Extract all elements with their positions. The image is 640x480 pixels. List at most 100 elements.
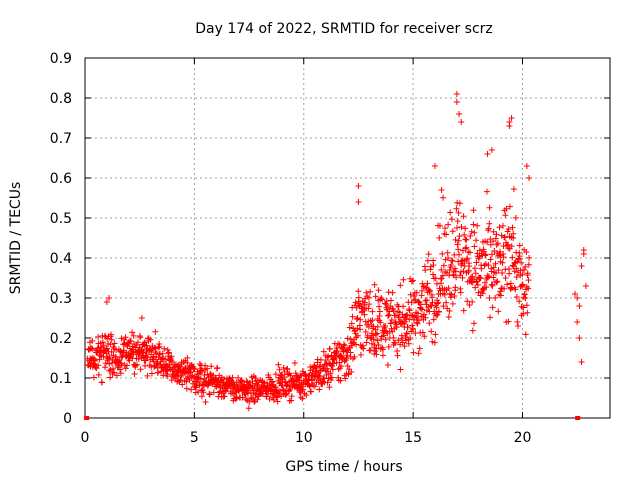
data-point: [347, 349, 354, 356]
data-point: [98, 379, 105, 386]
data-point: [433, 280, 440, 287]
data-point: [139, 353, 146, 360]
data-point: [370, 332, 377, 339]
data-point: [524, 270, 531, 277]
data-point: [143, 353, 150, 360]
data-point: [326, 384, 333, 391]
data-point: [520, 304, 527, 311]
data-point: [206, 391, 213, 398]
data-point: [390, 308, 397, 315]
data-point: [522, 331, 529, 338]
data-point: [385, 343, 392, 350]
data-point: [430, 316, 437, 323]
data-point: [505, 245, 512, 252]
data-point: [316, 363, 323, 370]
data-point: [265, 371, 272, 378]
data-point: [272, 384, 279, 391]
y-tick-label: 0.5: [50, 211, 72, 227]
data-point: [461, 231, 468, 238]
data-point: [433, 304, 440, 311]
data-point: [277, 379, 284, 386]
data-point: [440, 303, 447, 310]
data-point: [409, 322, 416, 329]
data-point: [509, 224, 516, 231]
data-point: [471, 229, 478, 236]
data-point: [341, 342, 348, 349]
data-point: [493, 279, 500, 286]
data-point: [282, 391, 289, 398]
data-point: [361, 311, 368, 318]
data-point: [90, 374, 97, 381]
data-point: [472, 270, 479, 277]
data-point: [355, 294, 362, 301]
data-point: [497, 288, 504, 295]
data-point: [354, 332, 361, 339]
data-point: [495, 308, 502, 315]
data-point: [376, 303, 383, 310]
y-tick-label: 0.7: [50, 131, 72, 147]
data-point: [457, 268, 464, 275]
data-point: [365, 294, 372, 301]
data-point: [363, 289, 370, 296]
data-point: [463, 244, 470, 251]
data-point: [394, 352, 401, 359]
data-point: [466, 263, 473, 270]
data-point: [357, 300, 364, 307]
data-point: [494, 278, 501, 285]
data-point: [352, 299, 359, 306]
data-point: [406, 307, 413, 314]
data-point: [317, 362, 324, 369]
data-point: [476, 247, 483, 254]
data-point: [385, 289, 392, 296]
data-point: [447, 209, 454, 216]
data-point: [375, 287, 382, 294]
data-point: [324, 379, 331, 386]
data-point: [126, 354, 133, 361]
data-point: [344, 352, 351, 359]
data-point: [578, 359, 585, 365]
data-point: [457, 289, 464, 296]
data-point: [106, 354, 113, 361]
data-point: [342, 375, 349, 382]
data-point: [516, 298, 523, 305]
data-point: [453, 99, 460, 105]
data-point: [525, 261, 532, 268]
data-point: [389, 289, 396, 296]
data-point: [449, 300, 456, 307]
data-point: [449, 258, 456, 265]
data-point: [423, 297, 430, 304]
data-point: [463, 236, 470, 243]
data-point: [162, 356, 169, 363]
data-point: [124, 340, 131, 347]
data-point: [436, 234, 443, 241]
data-point: [429, 299, 436, 306]
data-point: [276, 387, 283, 394]
data-point: [131, 370, 138, 377]
data-point: [100, 342, 107, 349]
data-point: [429, 338, 436, 345]
data-point: [479, 290, 486, 297]
data-point: [489, 251, 496, 258]
data-point: [324, 365, 331, 372]
data-point: [429, 294, 436, 301]
data-point: [445, 313, 452, 320]
data-point: [501, 234, 508, 241]
data-point: [448, 257, 455, 264]
data-point: [474, 222, 481, 229]
data-point: [165, 349, 172, 356]
data-point: [174, 368, 181, 375]
data-point: [455, 209, 462, 216]
data-point: [458, 119, 465, 125]
data-point: [127, 338, 134, 345]
data-point: [340, 341, 347, 348]
y-tick-label: 0: [63, 411, 72, 427]
data-point: [397, 366, 404, 373]
data-point: [489, 304, 496, 311]
data-point: [456, 233, 463, 240]
data-point: [274, 398, 281, 405]
data-point: [462, 236, 469, 243]
data-point: [412, 296, 419, 303]
data-point: [379, 296, 386, 303]
data-point: [100, 353, 107, 360]
data-point: [498, 232, 505, 239]
